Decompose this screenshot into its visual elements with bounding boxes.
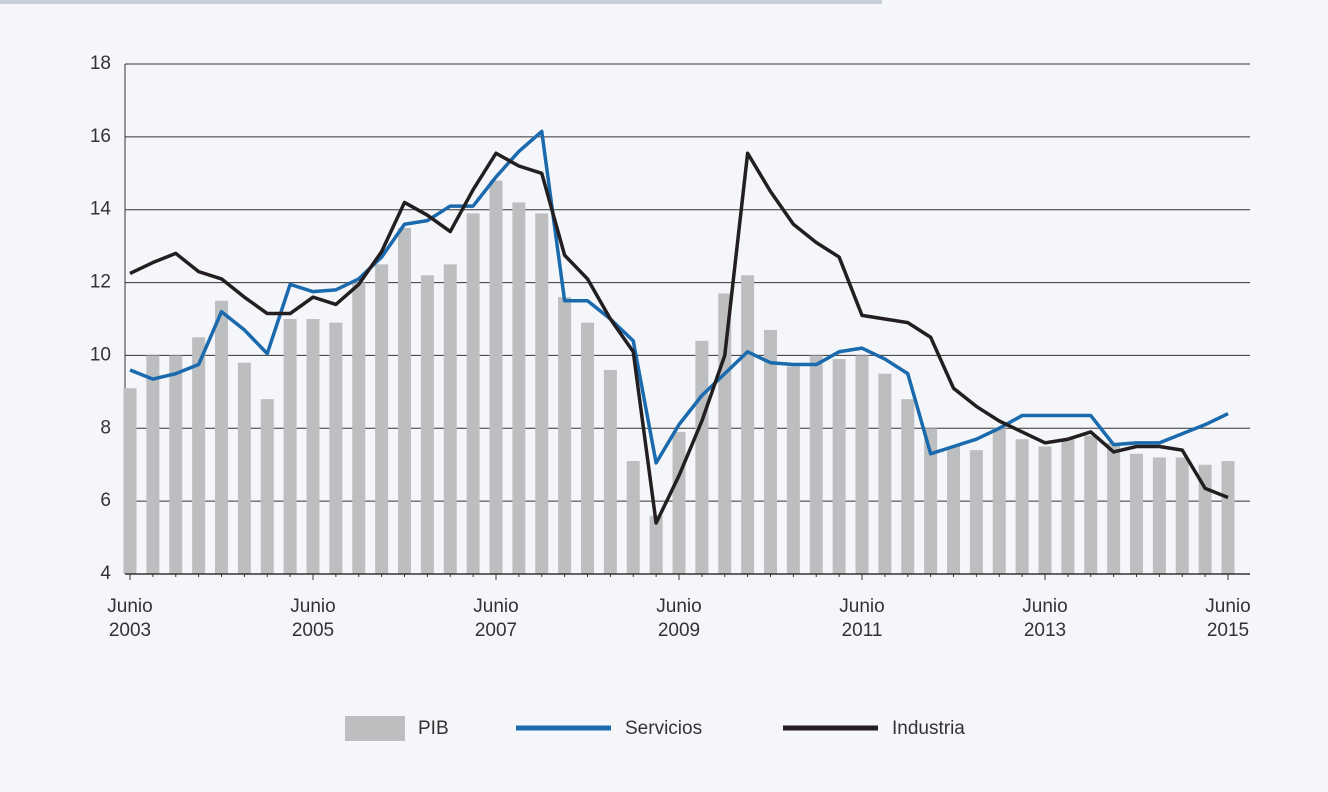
bar	[1198, 464, 1212, 574]
bar	[443, 264, 457, 574]
bar	[786, 366, 800, 574]
bar	[992, 428, 1006, 574]
line	[129, 129, 1229, 465]
bar	[1152, 457, 1166, 574]
bar	[832, 359, 846, 574]
y-tick-label: 12	[90, 272, 111, 293]
bar	[969, 450, 983, 574]
bar	[581, 322, 594, 574]
bar	[558, 297, 572, 574]
bar	[809, 355, 823, 574]
bar	[329, 322, 343, 574]
bar	[306, 319, 320, 574]
bar	[398, 227, 411, 574]
bar	[1107, 442, 1121, 574]
y-tick-label: 18	[90, 53, 111, 74]
y-tick-label: 16	[90, 126, 111, 147]
bar	[375, 264, 389, 574]
bar	[924, 428, 938, 574]
legend-label: Servicios	[625, 718, 702, 739]
top-strip	[0, 0, 882, 4]
x-tick-label: Junio 2015	[1205, 596, 1250, 641]
y-tick-label: 8	[100, 417, 111, 438]
bar	[512, 202, 526, 574]
x-tick-label: Junio 2007	[473, 596, 518, 641]
bar	[855, 355, 869, 574]
bar	[695, 340, 709, 574]
x-tick-label: Junio 2009	[656, 596, 701, 641]
bar	[146, 355, 160, 574]
x-tick-label: Junio 2013	[1022, 596, 1067, 641]
bar	[283, 319, 297, 574]
bar	[649, 515, 663, 574]
bar	[466, 213, 480, 574]
bar	[878, 373, 892, 574]
bar	[237, 362, 251, 574]
bar	[947, 446, 960, 574]
legend-swatch	[345, 716, 405, 741]
bar	[1175, 457, 1189, 574]
bar	[1015, 439, 1029, 574]
bar	[123, 388, 137, 574]
bar	[1061, 439, 1075, 574]
y-tick-label: 4	[100, 563, 111, 584]
bar	[260, 399, 274, 574]
bar	[901, 399, 915, 574]
x-tick-label: Junio 2011	[839, 596, 884, 641]
legend-label: Industria	[892, 718, 965, 739]
bar	[192, 337, 206, 574]
bar	[1084, 435, 1098, 574]
bar	[764, 329, 777, 574]
bar	[1221, 461, 1235, 574]
bar	[1130, 453, 1143, 574]
bar	[603, 370, 617, 574]
bar	[169, 355, 183, 574]
bar	[489, 180, 503, 575]
bar	[215, 300, 228, 574]
bar	[718, 293, 732, 574]
bar	[741, 275, 755, 574]
bar	[535, 213, 549, 574]
y-tick-label: 6	[100, 490, 111, 511]
legend-label: PIB	[418, 718, 449, 739]
x-tick-label: Junio 2005	[290, 596, 335, 641]
y-tick-label: 10	[90, 344, 111, 365]
bar	[1038, 446, 1052, 574]
line	[129, 151, 1229, 525]
bar	[420, 275, 434, 574]
x-tick-label: Junio 2003	[107, 596, 152, 641]
y-tick-label: 14	[90, 199, 112, 220]
bar	[352, 282, 366, 574]
bar	[626, 461, 640, 574]
bar	[672, 431, 686, 574]
